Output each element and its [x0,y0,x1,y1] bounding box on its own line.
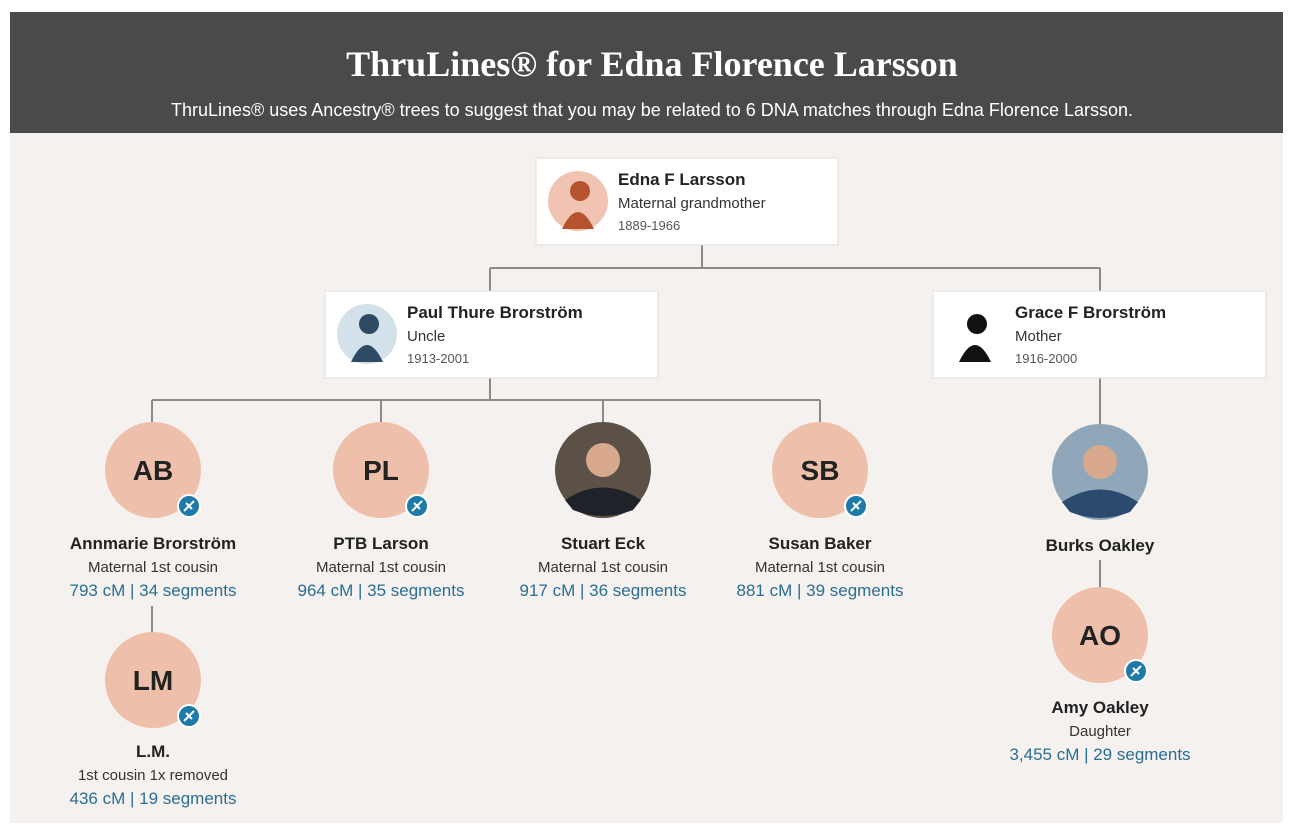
initials: AB [133,455,173,486]
ancestor-name: Edna F Larsson [618,170,746,189]
subtitle: ThruLines® uses Ancestry® trees to sugge… [171,100,1133,120]
ancestor-relation: Uncle [407,328,445,345]
ancestor-years: 1889-1966 [618,218,680,233]
initials: SB [801,455,840,486]
avatar-head [967,314,987,334]
shared-dna[interactable]: 3,455 cM | 29 segments [1009,745,1190,764]
ancestor-years: 1913-2001 [407,351,469,366]
match-name: Susan Baker [769,534,872,553]
avatar-head [570,181,590,201]
match-name: L.M. [136,742,170,761]
initials: AO [1079,620,1121,651]
match-name: Burks Oakley [1046,536,1155,555]
ancestor-relation: Mother [1015,328,1062,345]
thrulines-page: ThruLines® for Edna Florence Larsson Thr… [0,0,1294,831]
ancestor-name: Grace F Brorström [1015,303,1166,322]
ancestor-card: Grace F Brorström Mother 1916-2000 [933,291,1266,378]
match-name: Annmarie Brorström [70,534,236,553]
match-relation: Maternal 1st cousin [316,559,446,576]
ancestor-relation: Maternal grandmother [618,195,766,212]
initials: PL [363,455,399,486]
match-relation: Daughter [1069,723,1131,740]
initials: LM [133,665,173,696]
match: Burks Oakley [1046,424,1155,555]
match-relation: 1st cousin 1x removed [78,767,228,784]
match-relation: Maternal 1st cousin [88,559,218,576]
shared-dna[interactable]: 881 cM | 39 segments [737,581,904,600]
shared-dna[interactable]: 964 cM | 35 segments [298,581,465,600]
match-name: Amy Oakley [1051,698,1149,717]
avatar-head [359,314,379,334]
title: ThruLines® for Edna Florence Larsson [346,44,958,84]
ancestor-card: Edna F Larsson Maternal grandmother 1889-1… [536,158,838,245]
ancestor-name: Paul Thure Brorström [407,303,583,322]
ancestor-card: Paul Thure Brorström Uncle 1913-2001 [325,291,658,378]
shared-dna[interactable]: 436 cM | 19 segments [70,789,237,808]
shared-dna[interactable]: 917 cM | 36 segments [520,581,687,600]
match-relation: Maternal 1st cousin [538,559,668,576]
match-name: Stuart Eck [561,534,646,553]
match-relation: Maternal 1st cousin [755,559,885,576]
photo-face [586,443,620,477]
ancestor-years: 1916-2000 [1015,351,1077,366]
match-name: PTB Larson [333,534,428,553]
photo-face [1083,445,1117,479]
shared-dna[interactable]: 793 cM | 34 segments [70,581,237,600]
